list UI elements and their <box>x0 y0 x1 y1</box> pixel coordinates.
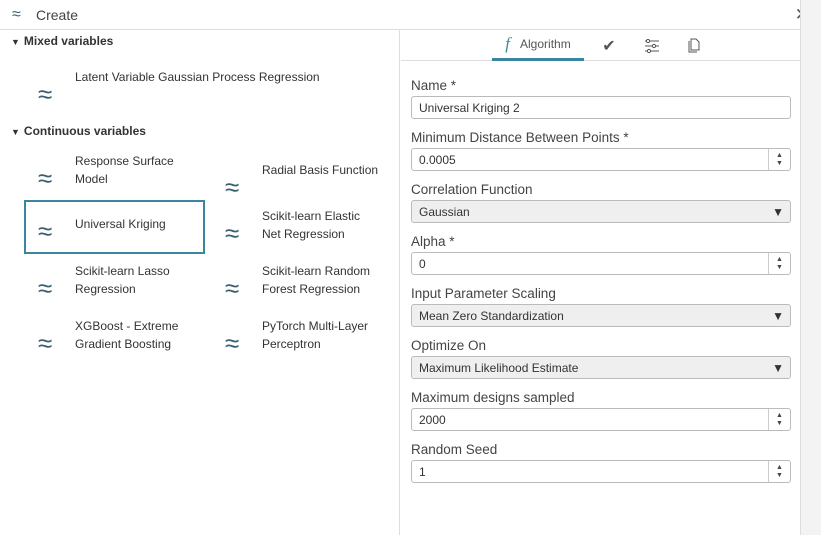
tab-settings[interactable] <box>641 30 663 61</box>
field-label: Input Parameter Scaling <box>411 286 556 301</box>
field-label: Alpha * <box>411 234 455 249</box>
check-icon: ✔ <box>602 37 616 55</box>
spinner[interactable]: ▲ ▼ <box>768 409 790 430</box>
seed-input[interactable]: 1 ▲ ▼ <box>411 460 791 483</box>
model-label: XGBoost - Extreme Gradient Boosting <box>75 319 179 351</box>
model-item[interactable]: ≈ Response Surface Model <box>24 147 174 199</box>
window-title: Create <box>36 6 79 23</box>
model-label: Radial Basis Function <box>262 163 379 177</box>
approx-icon: ≈ <box>38 328 53 358</box>
spin-up-icon[interactable]: ▲ <box>776 255 783 263</box>
model-label: Latent Variable Gaussian Process Regress… <box>75 70 320 84</box>
model-label: Response Surface Model <box>75 154 174 186</box>
seed-field: Random Seed 1 ▲ ▼ <box>411 442 791 483</box>
scaling-field: Input Parameter Scaling Mean Zero Standar… <box>411 286 791 327</box>
model-label: PyTorch Multi-Layer Perceptron <box>262 319 369 351</box>
spin-down-icon[interactable]: ▼ <box>776 159 783 167</box>
approx-icon: ≈ <box>38 79 53 109</box>
section-title: Mixed variables <box>23 34 114 48</box>
model-label: Universal Kriging <box>75 217 166 231</box>
spin-up-icon[interactable]: ▲ <box>776 151 783 159</box>
alpha-input[interactable]: 0 ▲ ▼ <box>411 252 791 275</box>
optimize-select[interactable]: Maximum Likelihood Estimate ▼ <box>411 356 791 379</box>
name-input[interactable]: Universal Kriging 2 <box>411 96 791 119</box>
spinner[interactable]: ▲ ▼ <box>768 461 790 482</box>
model-item[interactable]: ≈ Scikit-learn Lasso Regression <box>24 257 204 309</box>
copy-icon <box>688 38 700 53</box>
scaling-select[interactable]: Mean Zero Standardization ▼ <box>411 304 791 327</box>
approx-icon: ≈ <box>38 163 53 193</box>
model-label: Scikit-learn Lasso Regression <box>75 264 170 296</box>
input-value: 0.0005 <box>419 152 456 167</box>
correlation-select[interactable]: Gaussian ▼ <box>411 200 791 223</box>
model-label: Scikit-learn Elastic Net Regression <box>262 209 361 241</box>
scrollbar-strip <box>800 0 821 535</box>
min-distance-field: Minimum Distance Between Points * 0.0005 ▲… <box>411 130 791 171</box>
input-value: 2000 <box>419 412 446 427</box>
approx-icon: ≈ <box>225 172 240 202</box>
min-distance-input[interactable]: 0.0005 ▲ ▼ <box>411 148 791 171</box>
model-item[interactable]: ≈ Radial Basis Function <box>211 156 391 208</box>
properties-panel: f Algorithm ✔ Name * Universal Kriging 2 … <box>401 30 800 535</box>
spin-down-icon[interactable]: ▼ <box>776 471 783 479</box>
field-label: Maximum designs sampled <box>411 390 575 405</box>
model-item[interactable]: ≈ PyTorch Multi-Layer Perceptron <box>211 312 391 364</box>
model-item[interactable]: ≈ XGBoost - Extreme Gradient Boosting <box>24 312 204 364</box>
field-label: Correlation Function <box>411 182 533 197</box>
section-mixed-variables[interactable]: ▼ Mixed variables <box>11 34 113 48</box>
spin-down-icon[interactable]: ▼ <box>776 263 783 271</box>
title-bar: ≈ Create <box>0 0 800 30</box>
input-value: 0 <box>419 256 426 271</box>
collapse-triangle-icon: ▼ <box>11 37 20 47</box>
function-icon: f <box>505 34 511 53</box>
alpha-field: Alpha * 0 ▲ ▼ <box>411 234 791 275</box>
select-value: Gaussian <box>419 204 470 219</box>
approx-icon: ≈ <box>38 273 53 303</box>
sliders-icon <box>645 38 659 53</box>
dropdown-arrow-icon: ▼ <box>772 205 784 219</box>
section-continuous-variables[interactable]: ▼ Continuous variables <box>11 124 146 138</box>
spin-down-icon[interactable]: ▼ <box>776 419 783 427</box>
field-label: Minimum Distance Between Points * <box>411 130 629 145</box>
section-title: Continuous variables <box>23 124 146 138</box>
field-label: Name * <box>411 78 457 93</box>
model-label: Scikit-learn Random Forest Regression <box>262 264 371 296</box>
max-designs-field: Maximum designs sampled 2000 ▲ ▼ <box>411 390 791 431</box>
select-value: Mean Zero Standardization <box>419 308 564 323</box>
field-label: Random Seed <box>411 442 498 457</box>
input-value: Universal Kriging 2 <box>419 100 520 115</box>
field-label: Optimize On <box>411 338 487 353</box>
correlation-field: Correlation Function Gaussian ▼ <box>411 182 791 223</box>
approx-icon: ≈ <box>225 218 240 248</box>
spin-up-icon[interactable]: ▲ <box>776 411 783 419</box>
name-field: Name * Universal Kriging 2 <box>411 78 791 119</box>
tab-bar: f Algorithm ✔ <box>401 30 800 61</box>
tab-output[interactable] <box>684 30 704 61</box>
dropdown-arrow-icon: ▼ <box>772 309 784 323</box>
spinner[interactable]: ▲ ▼ <box>768 149 790 170</box>
model-item[interactable]: ≈ Latent Variable Gaussian Process Regres… <box>24 63 364 115</box>
tab-validation[interactable]: ✔ <box>599 30 619 61</box>
model-list-panel: ▼ Mixed variables ≈ Latent Variable Gaussi… <box>0 30 400 535</box>
tab-label: Algorithm <box>520 37 571 51</box>
collapse-triangle-icon: ▼ <box>11 127 20 137</box>
spinner[interactable]: ▲ ▼ <box>768 253 790 274</box>
model-item[interactable]: ≈ Scikit-learn Random Forest Regression <box>211 257 391 309</box>
select-value: Maximum Likelihood Estimate <box>419 360 579 375</box>
model-item[interactable]: ≈ Scikit-learn Elastic Net Regression <box>211 202 391 254</box>
tab-algorithm[interactable]: f Algorithm <box>492 30 584 61</box>
model-item-selected[interactable]: ≈ Universal Kriging <box>24 200 205 254</box>
approx-icon: ≈ <box>225 273 240 303</box>
spin-up-icon[interactable]: ▲ <box>776 463 783 471</box>
dropdown-arrow-icon: ▼ <box>772 361 784 375</box>
max-designs-input[interactable]: 2000 ▲ ▼ <box>411 408 791 431</box>
optimize-field: Optimize On Maximum Likelihood Estimate ▼ <box>411 338 791 379</box>
approx-icon: ≈ <box>38 216 53 246</box>
approx-icon: ≈ <box>12 5 21 23</box>
approx-icon: ≈ <box>225 328 240 358</box>
input-value: 1 <box>419 464 426 479</box>
